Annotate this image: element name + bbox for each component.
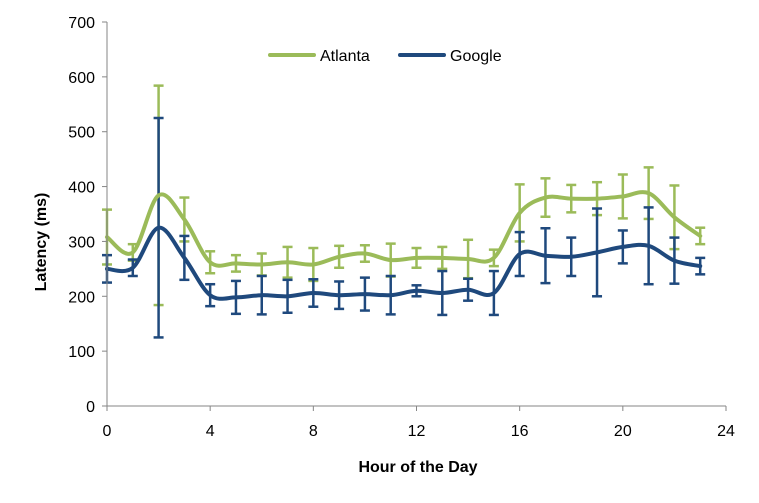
y-tick-label: 100 xyxy=(68,344,95,361)
x-tick-label: 8 xyxy=(309,423,318,440)
x-tick-label: 24 xyxy=(717,423,735,440)
error-bars xyxy=(102,84,706,339)
y-tick-label: 500 xyxy=(68,125,95,142)
legend-label-google: Google xyxy=(450,48,502,65)
y-tick-label: 0 xyxy=(86,399,95,416)
series-line-google xyxy=(105,225,703,301)
axes: 0 100 200 300 400 500 600 700 0 4 8 12 16 20 24 xyxy=(68,15,735,440)
x-tick-label: 20 xyxy=(614,423,632,440)
x-tick-label: 0 xyxy=(103,423,112,440)
series-lines xyxy=(105,190,703,301)
y-tick-label: 200 xyxy=(68,289,95,306)
legend-label-atlanta: Atlanta xyxy=(320,48,370,65)
y-axis-title: Latency (ms) xyxy=(33,193,50,292)
x-tick-label: 4 xyxy=(206,423,215,440)
x-tick-label: 16 xyxy=(511,423,529,440)
y-tick-label: 400 xyxy=(68,180,95,197)
y-tick-label: 700 xyxy=(68,15,95,32)
series-line-atlanta xyxy=(105,190,703,268)
x-tick-label: 12 xyxy=(408,423,426,440)
y-tick-label: 600 xyxy=(68,70,95,87)
y-tick-label: 300 xyxy=(68,234,95,251)
x-axis-title: Hour of the Day xyxy=(358,459,477,476)
legend: Atlanta Google xyxy=(268,48,502,65)
